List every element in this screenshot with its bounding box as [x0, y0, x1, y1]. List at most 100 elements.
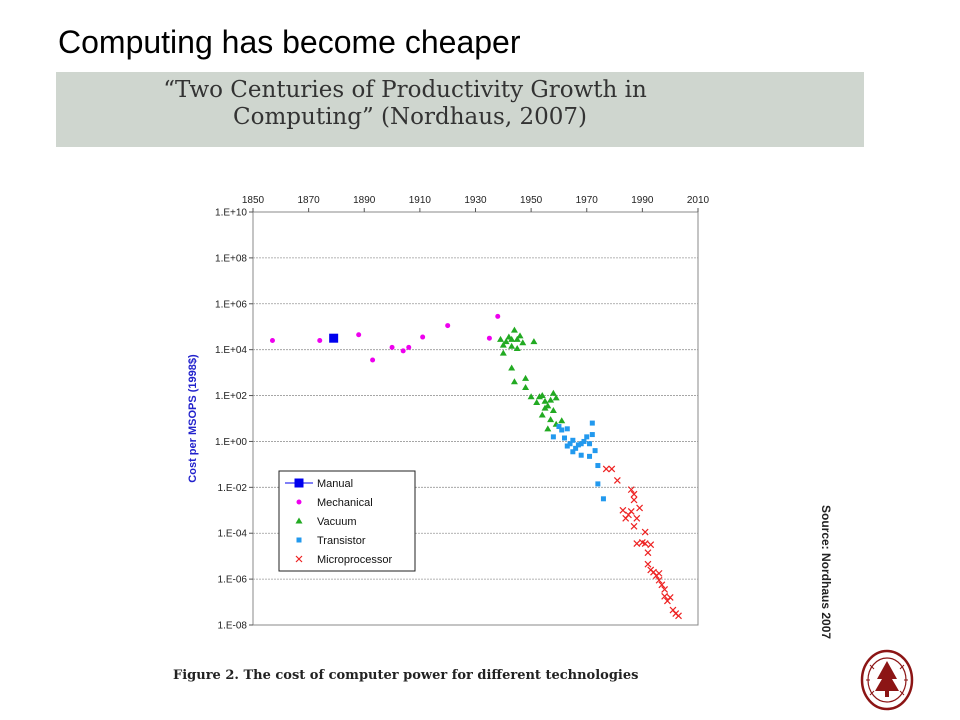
mechanical-point — [486, 335, 492, 341]
y-tick-label: 1.E-02 — [218, 483, 248, 494]
legend-label-manual: Manual — [317, 478, 353, 490]
microprocessor-point — [655, 576, 663, 584]
mechanical-point — [400, 348, 406, 354]
source-note: Source: Nordhaus 2007 — [819, 505, 833, 640]
microprocessor-point — [633, 540, 641, 547]
transistor-point — [559, 427, 565, 433]
vacuum-point — [544, 425, 552, 432]
vacuum-point — [513, 335, 521, 342]
microprocessor-point — [633, 514, 641, 522]
y-tick-label: 1.E+10 — [215, 208, 247, 219]
legend-marker-mechanical — [296, 499, 302, 505]
microprocessor-point — [602, 465, 610, 473]
banner-title-line-2: Computing” (Nordhaus, 2007) — [233, 104, 587, 130]
microprocessor-point — [661, 586, 669, 593]
legend-box — [278, 470, 416, 572]
vacuum-point — [541, 397, 549, 404]
transistor-point — [589, 432, 595, 438]
y-tick-label: 1.E+02 — [215, 391, 247, 402]
legend-label-transistor: Transistor — [317, 535, 366, 547]
vacuum-point — [519, 339, 527, 346]
slide-title: Computing has become cheaper — [58, 24, 521, 60]
transistor-point — [556, 424, 562, 430]
vacuum-point — [508, 364, 516, 371]
microprocessor-point — [627, 508, 635, 515]
mechanical-point — [370, 357, 376, 363]
manual-point — [329, 333, 339, 343]
caption-prefix: Figure 2. — [173, 668, 244, 683]
transistor-point — [578, 441, 584, 447]
transistor-point — [589, 420, 595, 426]
x-tick-label: 1930 — [464, 195, 487, 206]
transistor-point — [550, 434, 556, 440]
y-tick-label: 1.E-04 — [218, 529, 248, 540]
banner-title-line-1: “Two Centuries of Productivity Growth in — [163, 77, 647, 103]
microprocessor-point — [630, 496, 638, 504]
vacuum-point — [527, 393, 535, 400]
microprocessor-point — [661, 592, 669, 600]
caption-text: The cost of computer power for different… — [243, 668, 639, 683]
mechanical-point — [495, 313, 501, 319]
microprocessor-point — [641, 540, 649, 547]
transistor-point — [564, 443, 570, 449]
vacuum-point — [508, 342, 516, 349]
x-tick-label: 1870 — [298, 195, 321, 206]
stanford-seal-icon — [860, 649, 914, 711]
microprocessor-point — [630, 490, 638, 498]
vacuum-point — [510, 378, 518, 385]
vacuum-point — [549, 406, 557, 413]
transistor-point — [581, 438, 587, 444]
transistor-point — [595, 481, 601, 487]
mechanical-point — [356, 332, 362, 338]
vacuum-point — [558, 417, 566, 424]
x-tick-label: 1910 — [409, 195, 432, 206]
microprocessor-point — [641, 528, 649, 536]
x-tick-label: 1850 — [242, 195, 265, 206]
microprocessor-point — [666, 594, 674, 601]
x-tick-label: 2010 — [687, 195, 710, 206]
vacuum-point — [552, 394, 560, 401]
vacuum-point — [538, 392, 546, 399]
microprocessor-point — [647, 541, 655, 549]
figure-caption: Figure 2. The cost of computer power for… — [173, 668, 638, 683]
microprocessor-point — [613, 477, 621, 484]
mechanical-point — [389, 344, 395, 350]
vacuum-point — [499, 349, 507, 356]
microprocessor-point — [627, 486, 635, 494]
x-tick-label: 1950 — [520, 195, 543, 206]
vacuum-point — [533, 398, 541, 405]
y-axis-label: Cost per MSOPS (1998$) — [187, 354, 199, 483]
vacuum-point — [502, 338, 510, 345]
vacuum-point — [510, 326, 518, 333]
y-tick-label: 1.E-08 — [218, 621, 248, 632]
transistor-point — [562, 435, 567, 441]
transistor-point — [567, 441, 573, 447]
vacuum-point — [530, 338, 538, 345]
transistor-point — [595, 463, 601, 469]
microprocessor-point — [655, 569, 663, 577]
legend-marker-vacuum — [295, 517, 303, 524]
microprocessor-point — [644, 549, 652, 557]
microprocessor-point — [630, 522, 638, 530]
legend-label-mechanical: Mechanical — [317, 497, 373, 509]
vacuum-point — [508, 335, 516, 342]
vacuum-point — [499, 341, 507, 348]
transistor-point — [587, 441, 593, 447]
vacuum-point — [522, 384, 530, 391]
transistor-point — [570, 449, 576, 455]
microprocessor-point — [636, 504, 644, 512]
legend-marker-microprocessor — [295, 555, 303, 563]
vacuum-point — [541, 404, 549, 411]
transistor-point — [573, 445, 579, 451]
transistor-point — [578, 452, 584, 458]
mechanical-point — [406, 344, 412, 350]
mechanical-point — [445, 323, 451, 329]
x-tick-label: 1970 — [576, 195, 599, 206]
vacuum-point — [522, 374, 530, 381]
mechanical-point — [317, 337, 323, 343]
transistor-point — [592, 448, 598, 454]
vacuum-point — [497, 335, 505, 342]
transistor-point — [584, 434, 590, 440]
microprocessor-point — [644, 560, 652, 568]
